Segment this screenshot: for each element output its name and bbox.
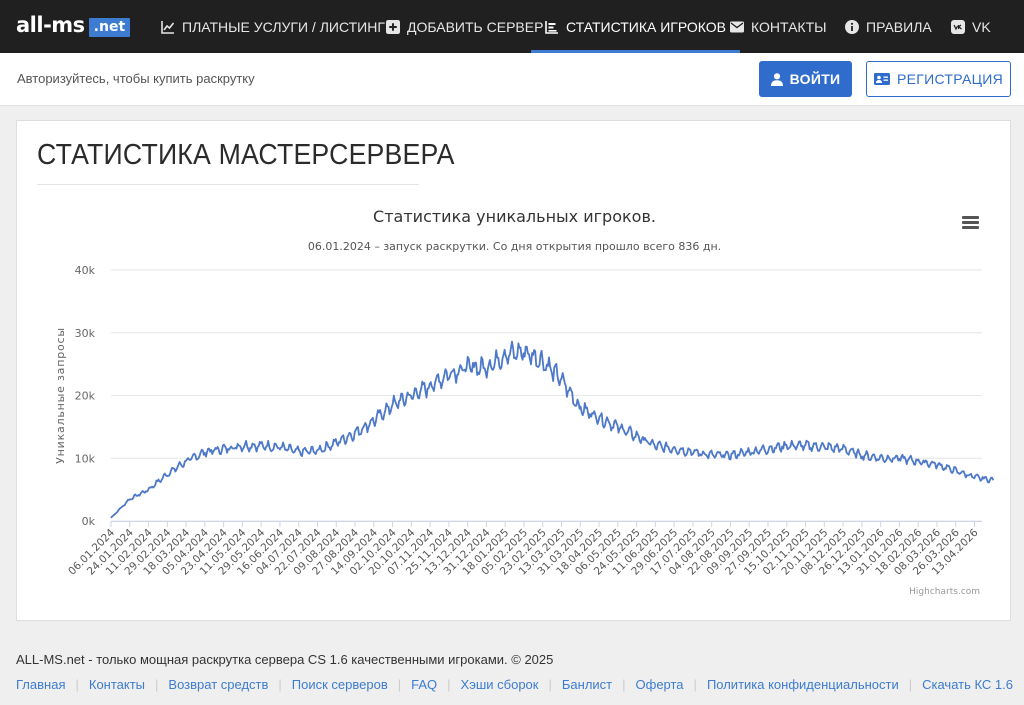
nav-item-add-server[interactable]: ДОБАВИТЬ СЕРВЕР xyxy=(386,0,543,53)
chart-line-icon xyxy=(161,20,175,34)
footer-text: ALL-MS.net - только мощная раскрутка сер… xyxy=(16,652,554,667)
footer-link[interactable]: Главная xyxy=(16,677,66,692)
y-tick-label: 10k xyxy=(75,452,96,465)
nav-label: ПРАВИЛА xyxy=(866,18,932,35)
login-button[interactable]: ВОЙТИ xyxy=(759,61,852,97)
footer-link[interactable]: Поиск серверов xyxy=(291,677,388,692)
login-label: ВОЙТИ xyxy=(789,71,841,87)
top-navbar: all-ms .net ПЛАТНЫЕ УСЛУГИ / ЛИСТИНГ ДОБ… xyxy=(0,0,1024,53)
footer-link[interactable]: FAQ xyxy=(411,677,438,692)
footer-separator: | xyxy=(447,677,451,692)
y-tick-label: 30k xyxy=(75,327,96,340)
footer-links: Главная | Контакты | Возврат средств | Поиск с… xyxy=(16,677,1013,692)
nav-item-player-stats[interactable]: СТАТИСТИКА ИГРОКОВ xyxy=(531,0,741,53)
stats-panel: СТАТИСТИКА МАСТЕРСЕРВЕРА Статистика уник… xyxy=(16,120,1011,621)
footer-separator: | xyxy=(155,677,159,692)
info-circle-icon xyxy=(845,19,859,34)
title-divider xyxy=(37,184,419,185)
footer-separator: | xyxy=(908,677,913,692)
register-label: РЕГИСТРАЦИЯ xyxy=(896,71,1004,87)
footer-link[interactable]: Политика конфиденциальности xyxy=(706,677,899,692)
footer-separator: | xyxy=(693,677,697,692)
nav-item-contacts[interactable]: КОНТАКТЫ xyxy=(730,0,827,53)
footer-link[interactable]: Контакты xyxy=(88,677,146,692)
nav-item-paid-services[interactable]: ПЛАТНЫЕ УСЛУГИ / ЛИСТИНГ xyxy=(161,0,385,53)
footer-separator: | xyxy=(397,677,402,692)
nav-label: ДОБАВИТЬ СЕРВЕР xyxy=(407,18,544,35)
nav-label: СТАТИСТИКА ИГРОКОВ xyxy=(566,18,727,35)
site-logo[interactable]: all-ms .net xyxy=(16,13,131,37)
chart-credits[interactable]: Highcharts.com xyxy=(909,587,980,597)
y-axis-title: Уникальные запросы xyxy=(54,327,67,464)
page-title: СТАТИСТИКА МАСТЕРСЕРВЕРА xyxy=(37,139,455,171)
nav-item-rules[interactable]: ПРАВИЛА xyxy=(845,0,932,53)
auth-bar: Авторизуйтесь, чтобы купить раскрутку ВО… xyxy=(0,53,1024,106)
chart-menu-icon[interactable] xyxy=(962,216,979,230)
chart-bar-icon xyxy=(545,20,558,34)
plus-square-icon xyxy=(386,19,400,34)
auth-prompt: Авторизуйтесь, чтобы купить раскрутку xyxy=(17,71,255,86)
nav-label: ПЛАТНЫЕ УСЛУГИ / ЛИСТИНГ xyxy=(182,18,385,35)
vk-icon xyxy=(951,19,965,34)
nav-label: КОНТАКТЫ xyxy=(751,18,827,35)
footer-link[interactable]: Хэши сборок xyxy=(460,677,539,692)
chart-subtitle: 06.01.2024 – запуск раскрутки. Со дня от… xyxy=(307,240,722,253)
y-tick-label: 40k xyxy=(75,264,96,277)
chart-title: Статистика уникальных игроков. xyxy=(373,207,656,226)
envelope-icon xyxy=(730,21,744,32)
register-button[interactable]: РЕГИСТРАЦИЯ xyxy=(866,61,1011,97)
footer-separator: | xyxy=(75,677,79,692)
y-tick-label: 20k xyxy=(75,390,96,403)
footer-link[interactable]: Банлист xyxy=(561,677,613,692)
footer-separator: | xyxy=(622,677,626,692)
y-tick-label: 0k xyxy=(82,515,96,528)
nav-item-vk[interactable]: VK xyxy=(951,0,991,53)
footer-link[interactable]: Скачать КС 1.6 xyxy=(922,677,1013,692)
id-card-icon xyxy=(873,73,890,85)
footer-separator: | xyxy=(278,677,282,692)
nav-label: VK xyxy=(972,18,991,35)
footer-link[interactable]: Оферта xyxy=(635,677,684,692)
series-line-unique-players xyxy=(110,340,995,519)
logo-badge: .net xyxy=(88,17,131,37)
user-icon xyxy=(770,72,783,86)
footer-link[interactable]: Возврат средств xyxy=(168,677,269,692)
footer-separator: | xyxy=(548,677,552,692)
logo-text: all-ms xyxy=(16,13,85,37)
